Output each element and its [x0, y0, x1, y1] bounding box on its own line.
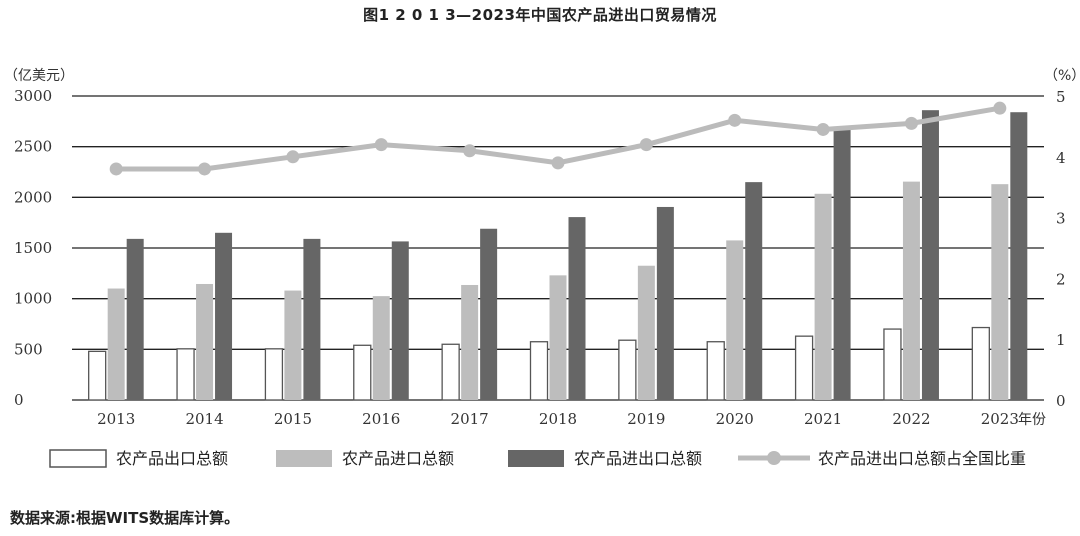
bar: [637, 265, 655, 400]
y-left-tick-label: 1500: [14, 239, 52, 257]
bar: [196, 283, 214, 400]
line-point: [639, 138, 653, 152]
y-left-tick-label: 2000: [14, 188, 52, 206]
x-tick-label: 2015: [274, 410, 312, 428]
legend-label: 农产品进口总额: [342, 449, 454, 468]
bar: [353, 344, 372, 401]
bar: [745, 182, 763, 400]
y-left-tick-label: 3000: [14, 87, 52, 105]
bar: [372, 296, 390, 400]
bar: [706, 341, 725, 401]
bar: [264, 348, 284, 401]
x-tick-label: 2023: [981, 410, 1019, 428]
bar: [921, 110, 939, 400]
bar: [529, 341, 549, 401]
line-point: [374, 138, 388, 152]
bar: [883, 328, 902, 401]
line-point: [993, 101, 1007, 115]
x-tick-label: 2016: [362, 410, 400, 428]
bar: [549, 275, 567, 400]
legend-swatch: [276, 450, 332, 467]
bar: [656, 206, 674, 400]
bars: [88, 110, 1028, 401]
bar: [480, 228, 498, 400]
x-tick-label: 2013: [97, 410, 135, 428]
x-unit-label: 年份: [1018, 412, 1046, 428]
line-point: [109, 162, 123, 176]
y-right-tick-label: 2: [1056, 270, 1066, 288]
legend-swatch: [508, 450, 564, 467]
bar: [794, 335, 814, 401]
bar: [971, 326, 990, 401]
legend-label: 农产品进出口总额占全国比重: [818, 449, 1026, 468]
x-tick-label: 2014: [185, 410, 223, 428]
legend-label: 农产品出口总额: [116, 449, 228, 468]
bar: [991, 184, 1009, 400]
x-tick-label: 2022: [892, 410, 930, 428]
y-right-tick-label: 0: [1056, 392, 1066, 410]
x-tick-label: 2019: [627, 410, 665, 428]
y-right-tick-label: 4: [1056, 149, 1066, 167]
x-tick-label: 2018: [539, 410, 577, 428]
bar: [441, 343, 460, 401]
bar: [176, 348, 195, 401]
bar: [126, 238, 144, 400]
chart-title: 图1 2 0 1 3—2023年中国农产品进出口贸易情况: [363, 6, 717, 24]
bar: [284, 290, 302, 400]
bar: [618, 339, 637, 401]
bar: [814, 193, 832, 400]
legend-marker: [767, 451, 781, 465]
line-point: [551, 156, 565, 170]
y-right-unit: （%）: [1044, 68, 1080, 84]
chart-svg: 0 500 1000 1500 2000 2500 3000 0 1 2 3 4 5 （亿美元） （%） 20…: [4, 68, 1080, 468]
y-left-unit: （亿美元）: [4, 68, 74, 84]
bar: [726, 240, 744, 400]
axes: 0 500 1000 1500 2000 2500 3000 0 1 2 3 4 5 （亿美元） （%） 20…: [4, 68, 1080, 428]
x-tick-label: 2021: [804, 410, 842, 428]
line-point: [728, 113, 742, 127]
bar: [215, 232, 233, 400]
line-point: [463, 144, 477, 158]
line-point: [286, 150, 300, 164]
legend-label: 农产品进出口总额: [574, 449, 702, 468]
bar: [833, 129, 851, 400]
y-right-tick-label: 5: [1056, 88, 1066, 106]
y-left-tick-label: 1000: [14, 290, 52, 308]
bar: [1010, 112, 1028, 401]
y-right-tick-label: 1: [1056, 331, 1066, 349]
line-point: [816, 122, 830, 136]
bar: [568, 217, 586, 400]
bar: [391, 241, 409, 400]
line-point: [904, 116, 918, 130]
source-note: 数据来源:根据WITS数据库计算。: [10, 509, 240, 527]
bar: [461, 284, 479, 400]
line-series: [109, 101, 1007, 176]
legend: 农产品出口总额 农产品进口总额 农产品进出口总额 农产品进出口总额占全国比重: [49, 449, 1026, 468]
y-right-tick-label: 3: [1056, 210, 1066, 228]
bar: [303, 238, 321, 400]
legend-swatch: [49, 449, 107, 468]
y-left-tick-label: 2500: [14, 138, 52, 156]
bar: [88, 350, 107, 401]
x-tick-label: 2020: [716, 410, 754, 428]
line-point: [198, 162, 212, 176]
x-tick-label: 2017: [451, 410, 489, 428]
bar: [902, 181, 920, 400]
bar: [107, 288, 125, 400]
y-left-tick-label: 0: [14, 391, 24, 409]
y-left-tick-label: 500: [14, 340, 43, 358]
